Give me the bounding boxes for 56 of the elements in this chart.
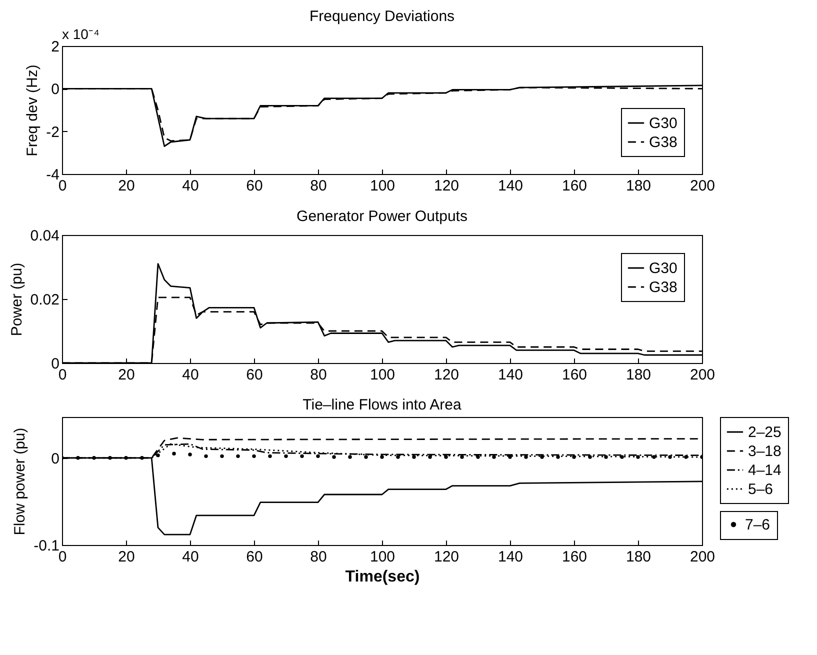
- x-tick-label: 200: [690, 548, 716, 566]
- x-tick-label: 200: [690, 366, 716, 384]
- x-tick-label: 60: [246, 548, 263, 566]
- y-tick-label: 0.02: [30, 292, 60, 308]
- x-tick-label: 100: [370, 548, 396, 566]
- legend-label: G38: [649, 134, 678, 151]
- y-axis-title: Freq dev (Hz): [24, 64, 42, 156]
- y-axis-title: Flow power (pu): [12, 428, 29, 536]
- legend-label: 3–18: [748, 443, 782, 460]
- legend-label: G30: [649, 260, 678, 277]
- x-tick-label: 100: [370, 178, 396, 194]
- legend-label: 5–6: [748, 481, 774, 498]
- x-tick-label: 40: [182, 178, 199, 194]
- y-tick-label: 0: [51, 356, 60, 372]
- legend-label: 2–25: [748, 424, 782, 441]
- legend-label: G30: [649, 115, 678, 132]
- x-tick-label: 180: [626, 178, 652, 194]
- x-tick-label: 20: [118, 178, 135, 194]
- x-tick-label: 140: [498, 178, 524, 194]
- y-tick-label: -4: [46, 166, 60, 184]
- legend-label: 7–6: [745, 516, 770, 534]
- x-tick-label: 200: [690, 178, 716, 194]
- chart-title: Frequency Deviations: [309, 8, 455, 25]
- x-tick-label: 40: [182, 366, 199, 384]
- x-tick-label: 160: [562, 548, 588, 566]
- y-tick-label: 0.04: [30, 228, 60, 244]
- x-tick-label: 140: [498, 366, 524, 384]
- text: x 10⁻⁴: [62, 26, 100, 42]
- chart-title: Tie–line Flows into Area: [302, 396, 462, 414]
- x-tick-label: 180: [626, 366, 652, 384]
- y-tick-label: -2: [46, 124, 60, 141]
- x-axis-title: Time(sec): [345, 568, 420, 586]
- y-tick-label: 0: [51, 450, 60, 468]
- y-tick-label: 2: [51, 38, 60, 56]
- x-tick-label: 20: [118, 548, 135, 566]
- x-tick-label: 180: [626, 548, 652, 566]
- x-tick-label: 40: [182, 548, 199, 566]
- chart-title: Generator Power Outputs: [296, 208, 468, 225]
- x-tick-label: 160: [562, 366, 588, 384]
- x-tick-label: 160: [562, 178, 588, 194]
- legend-label: 4–14: [748, 462, 782, 479]
- x-tick-label: 60: [246, 366, 263, 384]
- x-tick-label: 20: [118, 366, 135, 384]
- x-tick-label: 120: [434, 366, 460, 384]
- legend-label: G38: [649, 279, 678, 296]
- y-axis-title: Power (pu): [8, 262, 26, 336]
- x-tick-label: 120: [434, 178, 460, 194]
- x-tick-label: 80: [310, 548, 327, 566]
- x-tick-label: 60: [246, 178, 263, 194]
- x-tick-label: 120: [434, 548, 460, 566]
- x-tick-label: 140: [498, 548, 524, 566]
- x-tick-label: 80: [310, 178, 327, 194]
- x-tick-label: 80: [310, 366, 327, 384]
- y-tick-label: 0: [51, 81, 60, 98]
- y-tick-label: -0.1: [34, 538, 60, 554]
- x-tick-label: 100: [370, 366, 396, 384]
